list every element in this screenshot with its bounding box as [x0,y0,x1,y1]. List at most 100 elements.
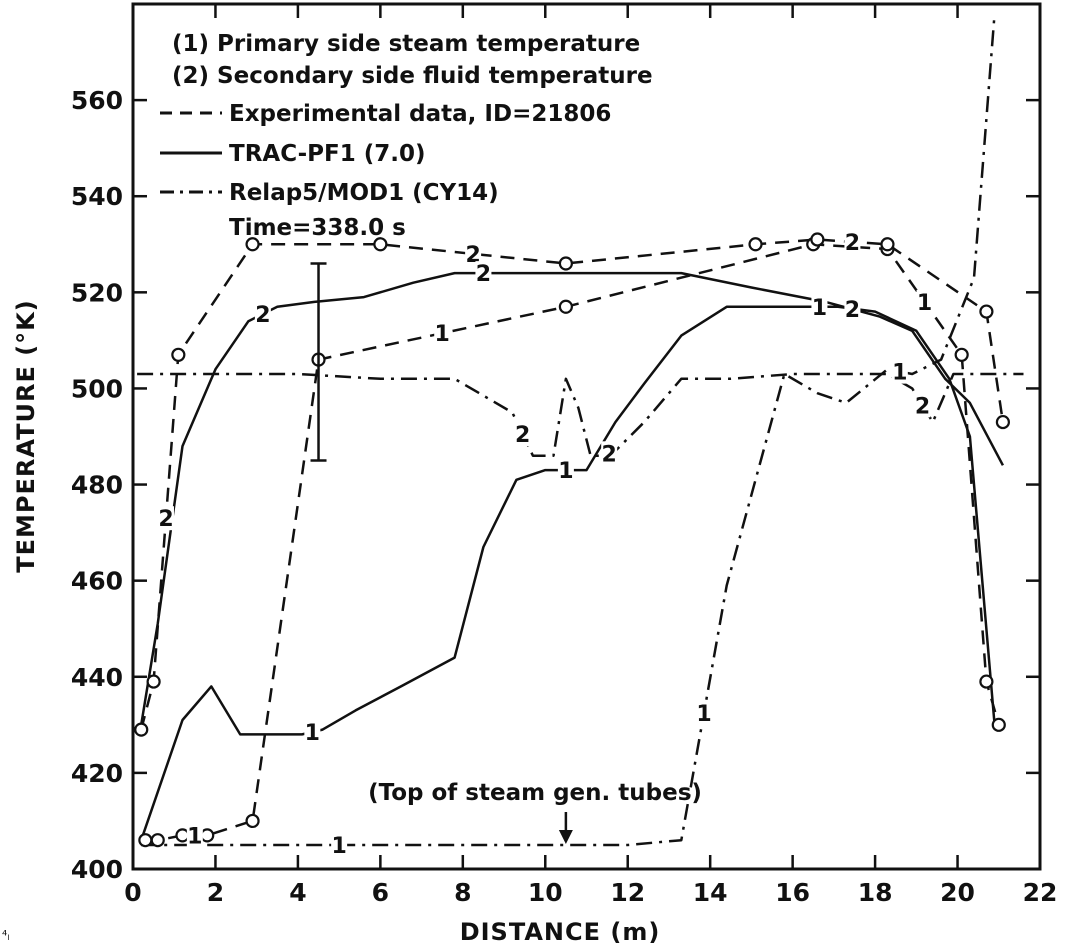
x-tick-label: 20 [940,878,975,907]
series-line-0 [145,243,1001,842]
legend-line-4: TRAC-PF1 (7.0) [229,141,426,167]
curve-label-bg [914,393,931,418]
curve-label-bg [254,301,271,326]
curve-label: 1 [435,322,450,347]
curve-label-bg [811,294,828,319]
data-point [954,347,969,362]
legend-line-1: (1) Primary side steam temperature [172,31,640,57]
curve-label: 2 [158,507,173,532]
y-tick-label: 460 [71,567,123,596]
curve-label-bg [916,289,933,314]
data-point [138,833,153,848]
data-point [373,237,388,252]
markers-layer [134,232,1010,848]
series-line-3 [139,271,1005,726]
data-point [150,833,165,848]
x-tick-label: 0 [124,878,141,907]
data-point [880,237,895,252]
curve-label-bg [331,832,348,857]
curve-label: 2 [915,394,930,419]
x-tick-label: 14 [693,878,728,907]
curve-label: 1 [187,824,202,849]
y-axis-title: TEMPERATURE (°K) [12,299,40,572]
curve-label-bg [465,241,482,266]
x-axis-title: DISTANCE (m) [460,918,661,946]
x-tick-label: 6 [372,878,389,907]
curve-label: 1 [331,834,346,859]
curve-label: 1 [892,361,907,386]
y-tick-label: 560 [71,86,123,115]
data-point [245,237,260,252]
x-tick-label: 16 [775,878,810,907]
error-bar [310,262,327,462]
curve-label: 2 [476,262,491,287]
y-tick-label: 500 [71,374,123,403]
legend: (1) Primary side steam temperature (2) S… [160,31,653,241]
curve-label-bg [695,700,712,725]
annotation: (Top of steam gen. tubes) [368,780,702,844]
curve-label-bg [601,441,618,466]
legend-line-5: Relap5/MOD1 (CY14) [229,180,499,206]
curve-label-bg [157,506,174,531]
series-line-4 [141,13,996,847]
footnote-mark: ⁴ₗ [2,929,9,944]
x-tick-label: 10 [528,878,563,907]
y-tick-label: 480 [71,471,123,500]
x-tick-label: 2 [207,878,224,907]
curve-label: 1 [305,721,320,746]
x-tick-label: 18 [858,878,893,907]
x-tick-label: 8 [454,878,471,907]
y-tick-label: 520 [71,278,123,307]
data-point [979,304,994,319]
data-point [146,674,161,689]
curve-label: 1 [558,459,573,484]
curve-label: 1 [696,702,711,727]
curve-label-bg [557,458,574,483]
curve-label: 1 [917,291,932,316]
curve-label: 2 [255,303,270,328]
data-point [979,674,994,689]
annotation-arrowhead [558,830,573,844]
data-point [134,722,149,737]
curve-label-bg [514,422,531,447]
curve-label: 2 [845,298,860,323]
curve-label: 1 [812,296,827,321]
data-point [810,232,825,247]
data-point [171,347,186,362]
annotation-text: (Top of steam gen. tubes) [368,780,702,806]
series-layer [137,13,1024,847]
data-point [245,813,260,829]
y-tick-label: 420 [71,759,123,788]
curve-label-bg [434,321,451,346]
legend-line-6: Time=338.0 s [229,215,406,241]
data-point [995,414,1010,430]
x-tick-label: 12 [610,878,645,907]
curve-label-bg [891,359,908,384]
curve-label-bg [844,229,861,254]
curve-label: 2 [515,423,530,448]
y-tick-label: 440 [71,663,123,692]
curve-label-bg [475,261,492,286]
y-tick-label: 540 [71,182,123,211]
tick-labels: 0 2 4 6 8 10 12 14 16 18 20 22400420440460480500520… [71,86,1058,907]
data-point [991,717,1006,732]
curve-label-bg [304,720,321,745]
data-point [200,828,215,843]
data-point [748,237,763,252]
plot-frame [131,2,1042,871]
y-tick-label: 400 [71,855,123,884]
curve-label-bg [186,823,203,848]
data-point [558,256,573,271]
x-tick-label: 4 [289,878,306,907]
curve-label: 2 [602,442,617,467]
legend-line-2: (2) Secondary side fluid temperature [172,63,653,89]
series-line-5 [137,372,1024,457]
legend-line-3: Experimental data, ID=21806 [229,101,611,127]
axis-ticks [131,4,1042,871]
curve-label: 2 [845,231,860,256]
x-tick-label: 22 [1023,878,1058,907]
curve-label-bg [844,297,861,322]
data-point [558,299,573,314]
